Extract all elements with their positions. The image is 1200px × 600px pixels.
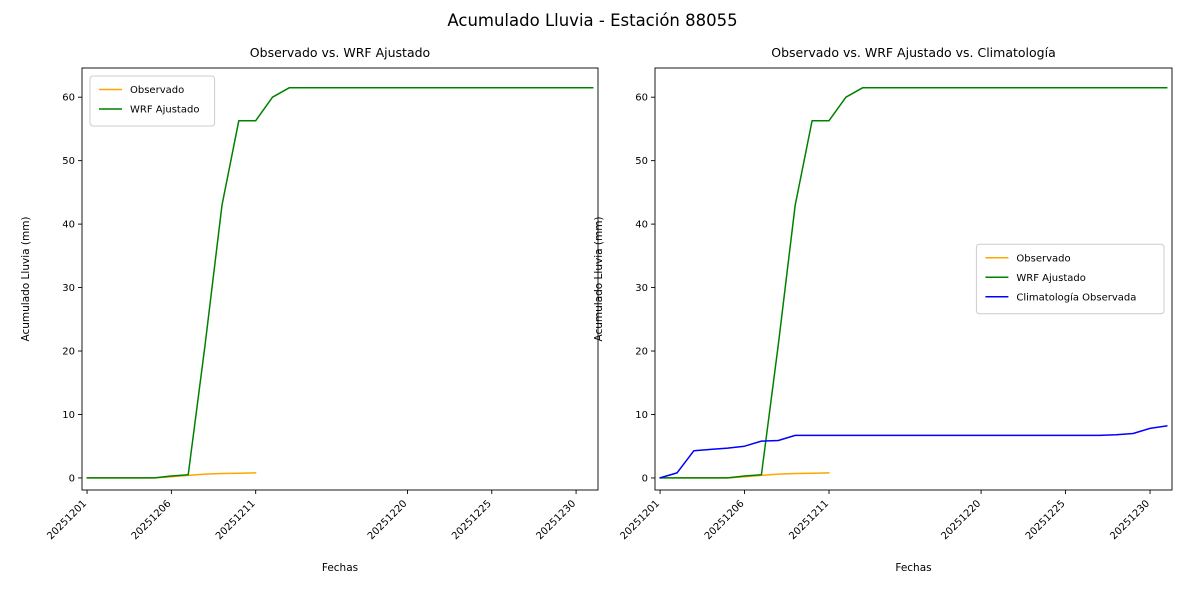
x-tick-label: 20251225 <box>1024 498 1068 542</box>
y-tick-label: 60 <box>635 93 648 104</box>
chart-title: Observado vs. WRF Ajustado vs. Climatolo… <box>771 45 1055 60</box>
y-tick-label: 40 <box>62 220 75 231</box>
legend: Observado WRF Ajustado <box>89 75 216 127</box>
y-tick-label: 20 <box>635 347 648 358</box>
axes-frame <box>81 67 599 491</box>
legend-label: Observado <box>130 85 184 96</box>
y-tick-label: 50 <box>635 156 648 167</box>
x-tick-label: 20251225 <box>450 498 494 542</box>
x-tick-label: 20251201 <box>618 498 662 542</box>
x-tick-label: 20251220 <box>939 498 983 542</box>
legend-label: Observado <box>1016 253 1070 264</box>
series-line-wrf-ajustado <box>659 86 1168 479</box>
y-axis-label: Acumulado Lluvia (mm) <box>20 216 32 341</box>
figure-title: Acumulado Lluvia - Estación 88055 <box>447 11 738 30</box>
y-tick-label: 0 <box>642 473 648 484</box>
x-tick-label: 20251201 <box>45 498 89 542</box>
x-tick-label: 20251211 <box>787 498 831 542</box>
y-tick-label: 10 <box>62 410 75 421</box>
y-tick-label: 60 <box>62 93 75 104</box>
legend-box <box>975 243 1165 315</box>
legend-label: Climatología Observada <box>1016 291 1136 303</box>
x-tick-label: 20251206 <box>130 498 174 542</box>
legend-label: WRF Ajustado <box>1016 273 1085 284</box>
y-tick-label: 30 <box>635 283 648 294</box>
x-tick-label: 20251230 <box>1108 498 1152 542</box>
legend-box <box>89 75 216 127</box>
series-line-wrf-ajustado <box>86 86 594 479</box>
legend-label: WRF Ajustado <box>130 105 199 116</box>
y-axis-label: Acumulado Lluvia (mm) <box>593 216 605 341</box>
x-axis-label: Fechas <box>322 562 358 574</box>
x-tick-label: 20251230 <box>534 498 578 542</box>
y-tick-label: 50 <box>62 156 75 167</box>
x-axis-label: Fechas <box>895 562 931 574</box>
y-tick-label: 20 <box>62 347 75 358</box>
y-tick-label: 40 <box>635 220 648 231</box>
y-tick-label: 30 <box>62 283 75 294</box>
x-tick-label: 20251206 <box>703 498 747 542</box>
y-tick-label: 10 <box>635 410 648 421</box>
y-tick-label: 0 <box>69 473 75 484</box>
x-tick-label: 20251211 <box>214 498 258 542</box>
x-tick-label: 20251220 <box>366 498 410 542</box>
series-line-climatolog-a-observada <box>659 425 1168 479</box>
legend: Observado WRF Ajustado Climatología Observ… <box>975 243 1165 315</box>
chart-title: Observado vs. WRF Ajustado <box>250 45 430 60</box>
